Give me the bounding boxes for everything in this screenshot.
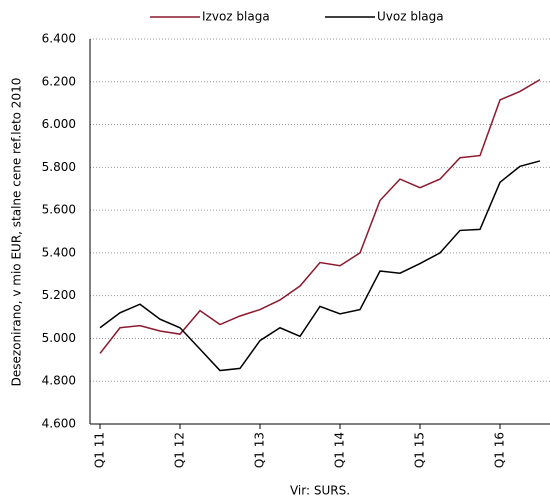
series-line [99, 160, 541, 372]
y-tick-label: 4.600 [42, 417, 76, 431]
series-line [99, 78, 541, 354]
x-tick-label: Q1 16 [493, 432, 507, 468]
y-tick-label: 5.800 [42, 160, 76, 174]
legend-label: Uvoz blaga [377, 10, 444, 24]
y-axis-title: Desezonirano, v mio EUR, stalne cene ref… [10, 78, 24, 387]
y-tick-label: 5.000 [42, 331, 76, 345]
x-tick-label: Q1 14 [333, 432, 347, 468]
source-note: Vir: SURS. [290, 484, 350, 498]
legend-label: Izvoz blaga [202, 10, 270, 24]
x-tick-label: Q1 15 [413, 432, 427, 468]
y-tick-label: 5.200 [42, 288, 76, 302]
x-tick-label: Q1 13 [253, 432, 267, 468]
y-tick-label: 4.800 [42, 374, 76, 388]
y-tick-label: 5.400 [42, 245, 76, 259]
x-tick-label: Q1 12 [173, 432, 187, 468]
y-tick-label: 6.200 [42, 74, 76, 88]
y-tick-label: 6.000 [42, 117, 76, 131]
y-tick-label: 5.600 [42, 203, 76, 217]
y-tick-label: 6.400 [42, 32, 76, 46]
x-tick-label: Q1 11 [93, 432, 107, 468]
